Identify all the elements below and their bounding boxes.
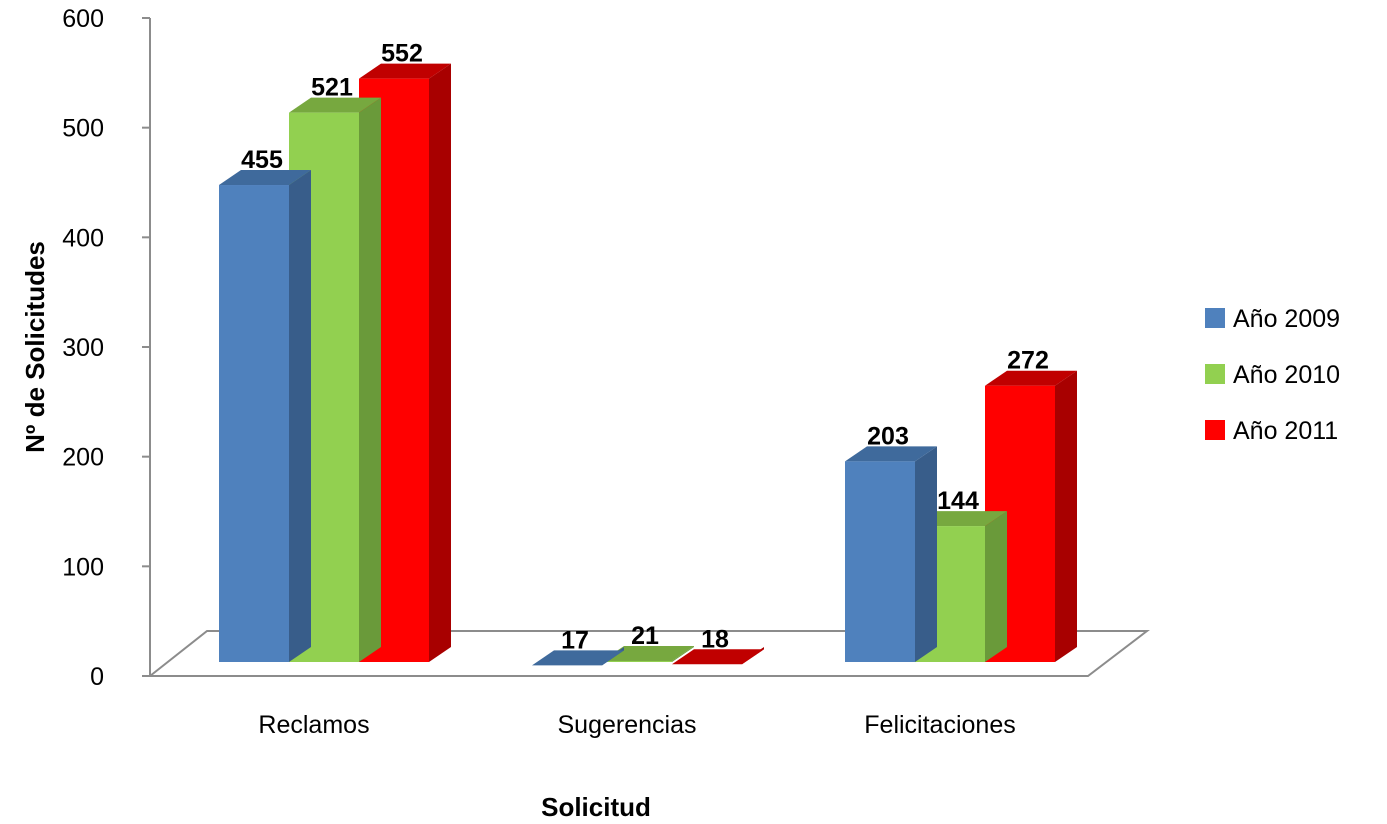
bar-top [915,511,1007,527]
bar-side [915,446,937,662]
bar [845,446,937,662]
bar-side [672,645,694,662]
data-label: 18 [701,625,729,653]
bar-side [985,511,1007,662]
data-label: 144 [937,487,979,515]
legend-label: Año 2009 [1233,305,1340,333]
bar-top [359,63,451,79]
bar-top [602,645,694,661]
legend-swatch [1205,308,1225,328]
bars [219,63,1077,666]
bar-top [289,97,381,113]
y-axis-title: Nº de Solicitudes [20,241,50,453]
data-label: 17 [561,626,589,654]
legend: Año 2009 Año 2010 Año 2011 [1205,305,1340,445]
bar-top [672,649,764,665]
bar-side [289,170,311,662]
legend-label: Año 2011 [1233,417,1338,445]
data-label: 455 [241,146,283,174]
bar [219,170,311,662]
bar [602,645,694,662]
y-tick-label: 500 [62,115,104,143]
bar-front [219,185,289,662]
y-axis: 0 100 200 300 400 500 600 [62,5,151,691]
y-tick-label: 600 [62,5,104,33]
x-tick-label: Sugerencias [558,711,697,739]
bar-side [359,97,381,663]
bar-side [1055,370,1077,662]
data-label: 552 [381,40,423,68]
bar-top [845,446,937,462]
bar-top [532,650,624,666]
legend-swatch [1205,364,1225,384]
y-tick-label: 400 [62,224,104,252]
data-labels: 552 521 455 18 21 17 272 144 203 [241,40,1049,655]
bar-front [845,461,915,662]
legend-item: Año 2011 [1205,417,1338,445]
x-axis-title: Solicitud [541,792,651,822]
x-tick-label: Reclamos [258,711,369,739]
legend-item: Año 2009 [1205,305,1340,333]
x-tick-label: Felicitaciones [864,711,1015,739]
data-label: 21 [631,622,659,650]
y-tick-label: 0 [90,663,104,691]
bar-top [219,170,311,186]
legend-swatch [1205,420,1225,440]
legend-label: Año 2010 [1233,361,1340,389]
bar [672,647,764,665]
y-tick-label: 300 [62,334,104,362]
data-label: 272 [1007,347,1049,375]
bar [532,647,624,666]
x-axis: Reclamos Sugerencias Felicitaciones [258,711,1015,739]
y-tick-label: 100 [62,553,104,581]
legend-item: Año 2010 [1205,361,1340,389]
y-tick-label: 200 [62,444,104,472]
data-label: 203 [867,422,909,450]
bar-front [602,660,672,662]
bar-top [985,370,1077,386]
bar-side [429,63,451,662]
data-label: 521 [311,74,353,102]
floor-outline [147,630,1150,677]
chart-floor [147,630,1150,677]
